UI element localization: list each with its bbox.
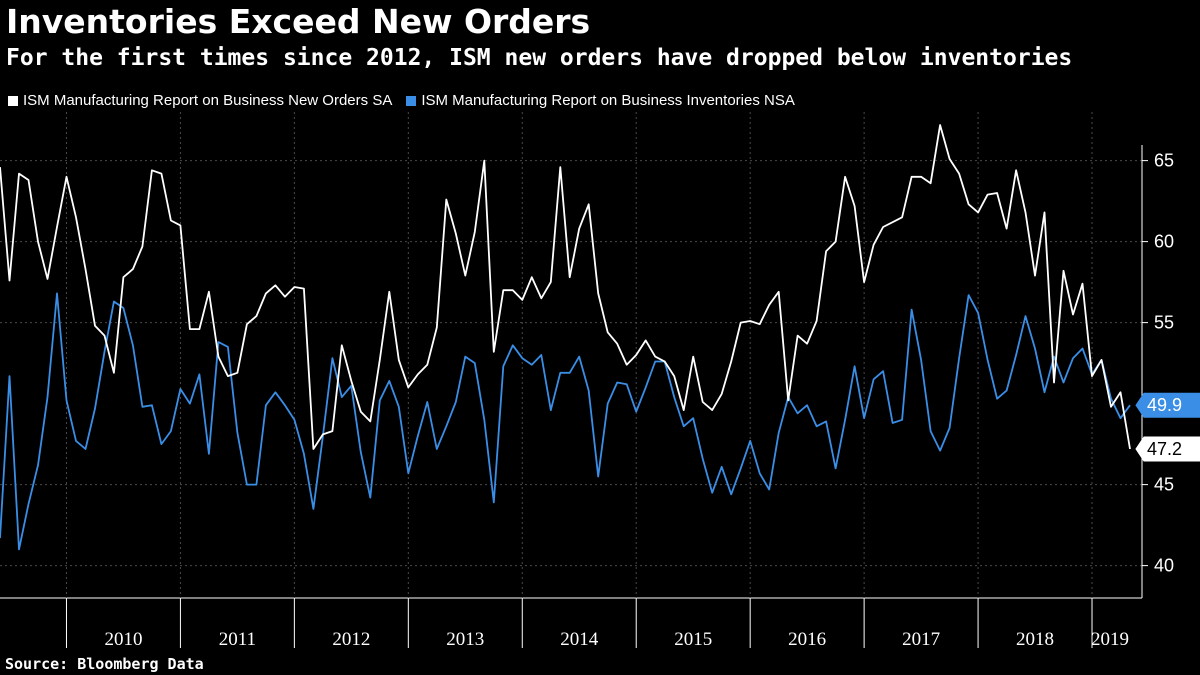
legend-item-new-orders: ISM Manufacturing Report on Business New… [8, 92, 392, 109]
x-tick-label-2015: 2015 [674, 629, 712, 650]
legend: ISM Manufacturing Report on Business New… [8, 92, 809, 109]
x-tick-label-2018: 2018 [1016, 629, 1054, 650]
y-tick-label-40: 40 [1154, 556, 1174, 576]
chart-subtitle: For the first times since 2012, ISM new … [6, 45, 1073, 71]
source-note: Source: Bloomberg Data [5, 655, 204, 673]
series-line-inventories [0, 292, 1131, 551]
y-tick-label-55: 55 [1154, 313, 1174, 333]
series-line-new-orders [0, 124, 1131, 450]
y-tick-label-60: 60 [1154, 232, 1174, 252]
y-tick-label-65: 65 [1154, 151, 1174, 171]
chart-title: Inventories Exceed New Orders [6, 2, 591, 41]
y-tick-label-45: 45 [1154, 475, 1174, 495]
series-new-orders [0, 124, 1131, 450]
x-tick-label-2017: 2017 [902, 629, 940, 650]
x-tick-label-2010: 2010 [104, 629, 142, 650]
legend-swatch-inventories [406, 95, 417, 106]
end-label-new-orders-tag [1135, 436, 1200, 462]
legend-item-inventories: ISM Manufacturing Report on Business Inv… [406, 92, 795, 109]
end-label-inventories: 49.9 [1135, 392, 1200, 418]
x-tick-label-2016: 2016 [788, 629, 826, 650]
legend-label-new-orders: ISM Manufacturing Report on Business New… [23, 92, 393, 109]
x-tick-label-2013: 2013 [446, 629, 484, 650]
legend-swatch-new-orders [8, 95, 18, 106]
series-inventories [0, 292, 1131, 551]
end-label-inventories-tag [1135, 392, 1200, 418]
end-label-inventories-text: 49.9 [1147, 395, 1182, 415]
end-label-new-orders-text: 47.2 [1147, 439, 1182, 459]
x-tick-label-2011: 2011 [219, 629, 256, 650]
legend-label-inventories: ISM Manufacturing Report on Business Inv… [421, 92, 795, 109]
x-tick-label-2012: 2012 [332, 629, 370, 650]
x-tick-label-2019: 2019 [1091, 629, 1129, 650]
end-label-new-orders: 47.2 [1135, 436, 1200, 462]
x-tick-label-2014: 2014 [560, 629, 599, 650]
